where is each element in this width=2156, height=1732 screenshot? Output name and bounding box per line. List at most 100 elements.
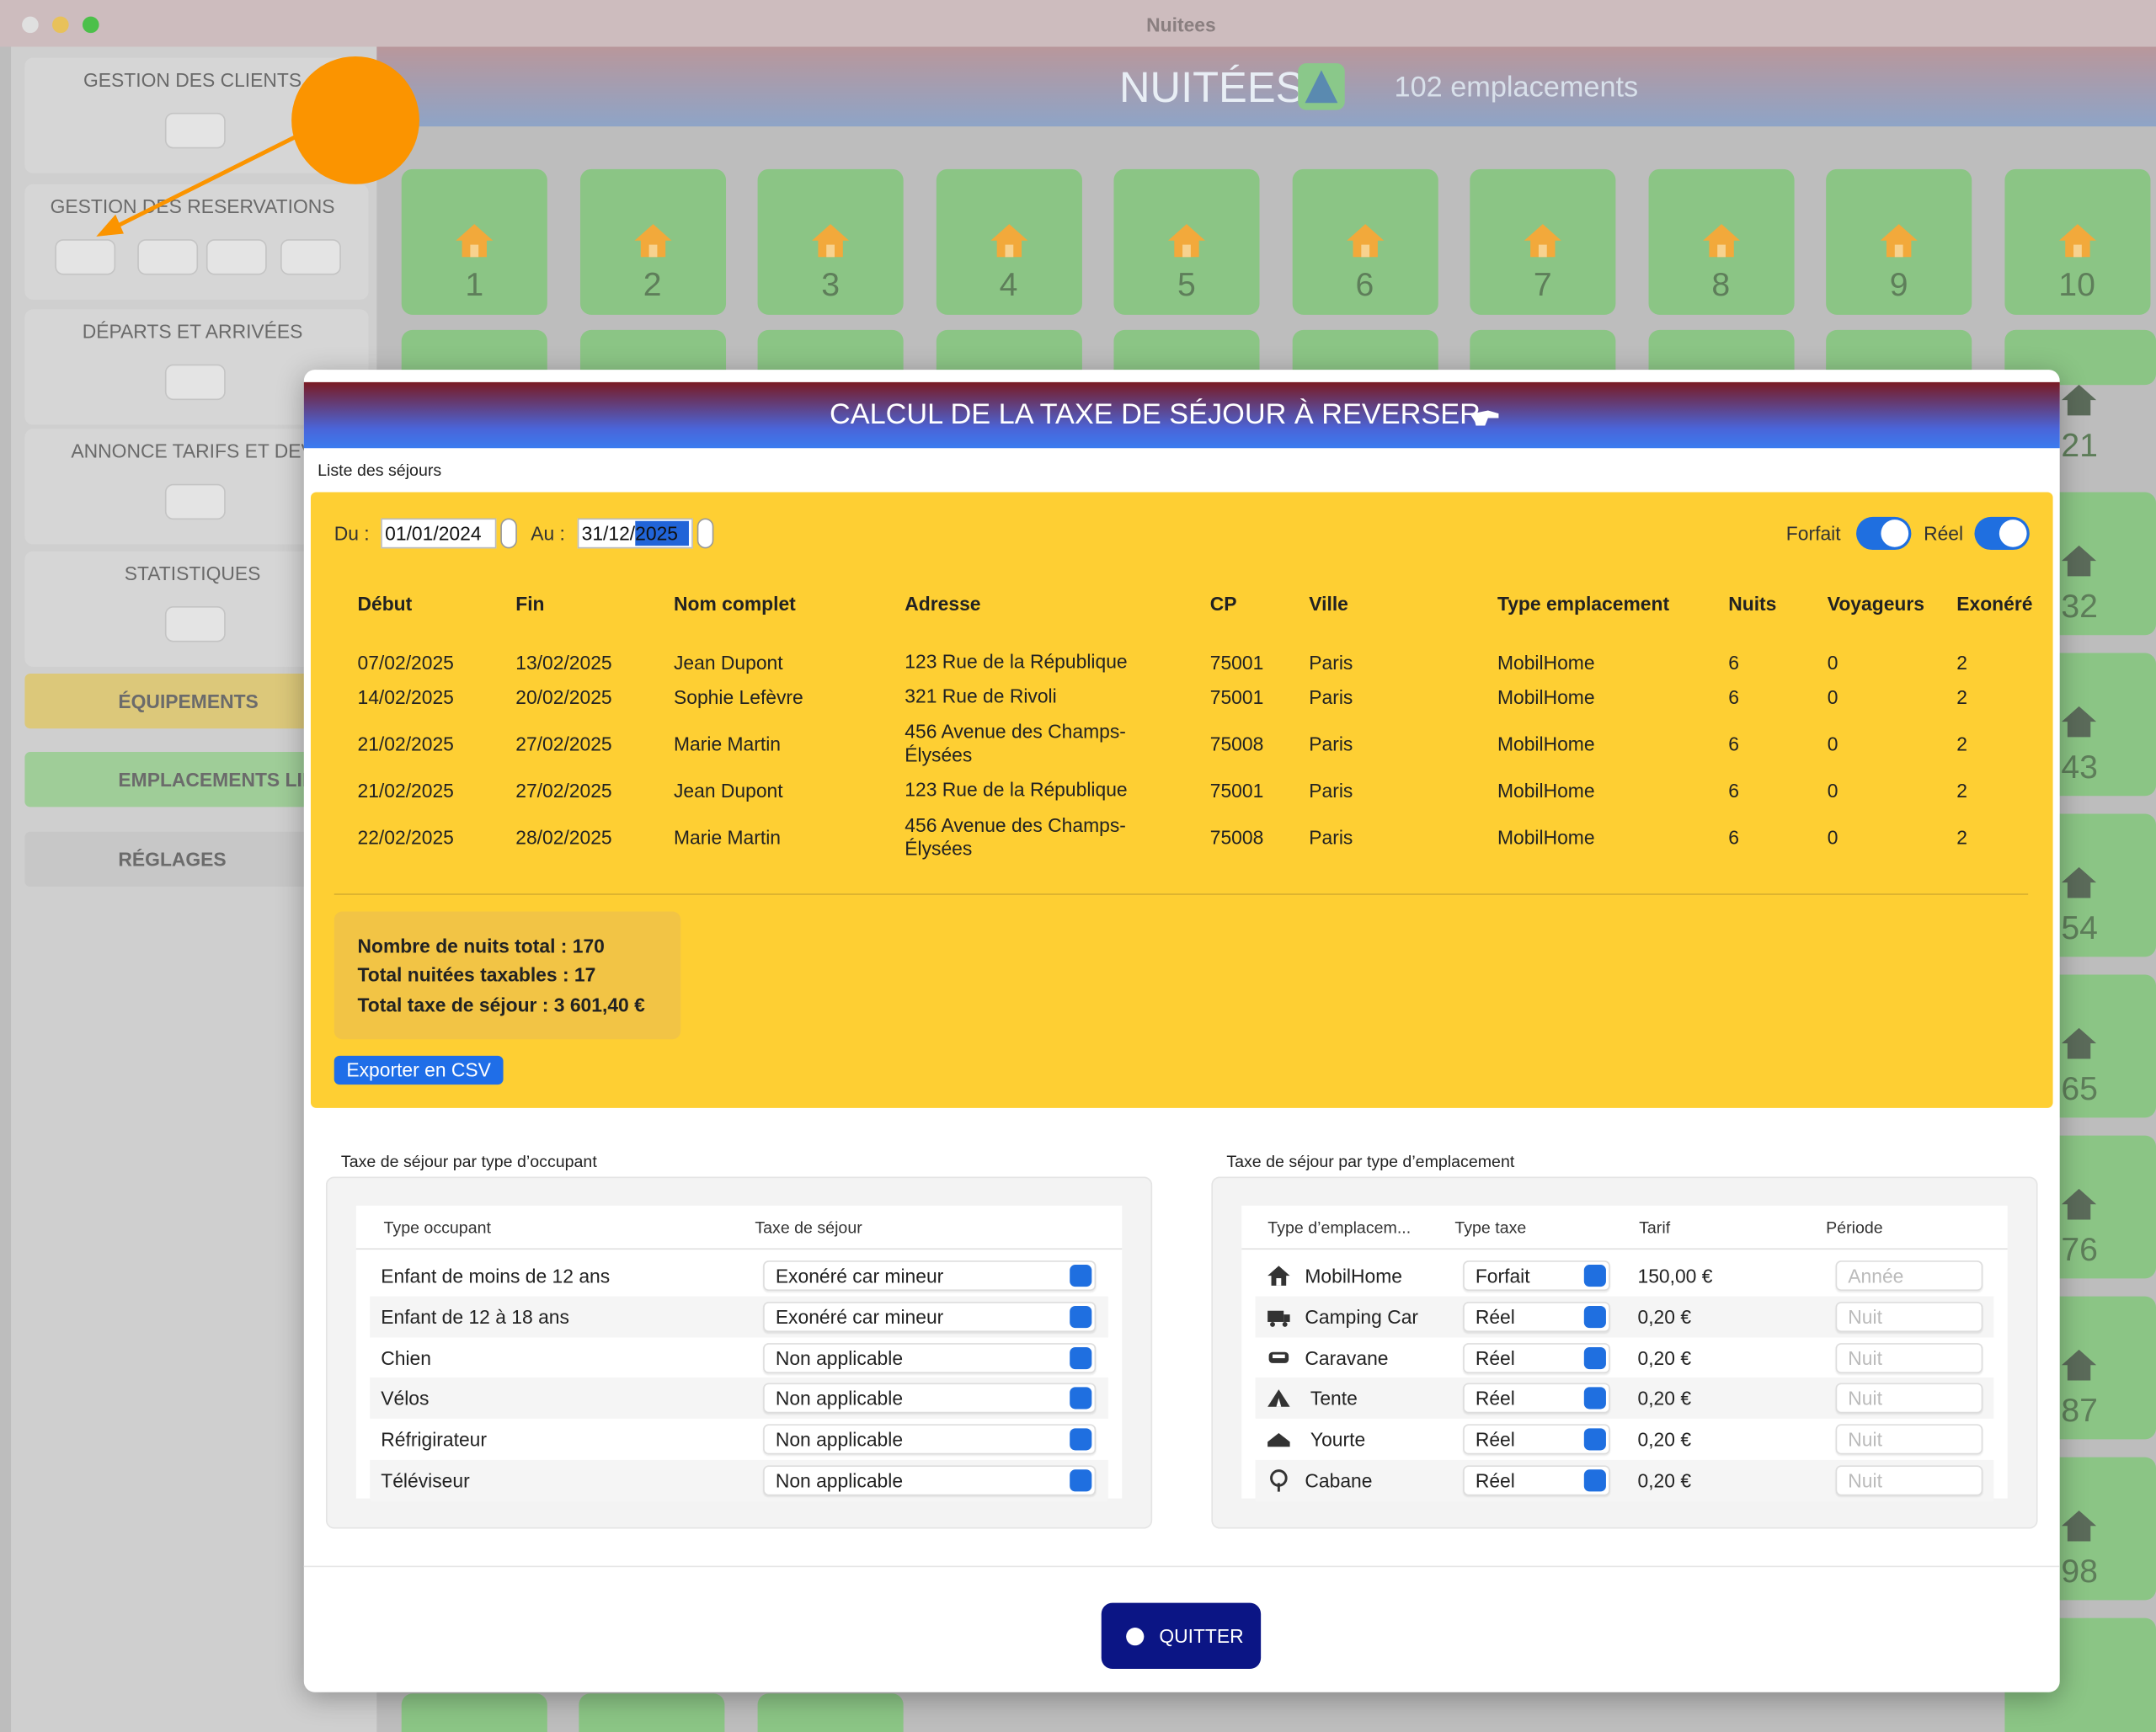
select-arrow[interactable]	[1583, 1346, 1606, 1369]
occupant-type: Réfrigirateur	[381, 1428, 488, 1451]
select[interactable]	[763, 1383, 1097, 1415]
select-arrow	[1956, 1306, 1978, 1328]
site-tile[interactable]	[757, 1693, 904, 1732]
site-number[interactable]: 98	[2061, 1553, 2098, 1591]
site-number[interactable]: 1	[465, 266, 484, 304]
select-value[interactable]: Non applicable	[775, 1387, 904, 1410]
window-dot[interactable]	[52, 16, 69, 34]
date-field[interactable]	[381, 518, 497, 549]
site-number[interactable]: 2	[643, 266, 662, 304]
table-cell: 20/02/2025	[515, 685, 612, 708]
table-cell: 6	[1728, 733, 1739, 755]
export-button[interactable]	[334, 1055, 504, 1085]
pointing-hand-icon	[1465, 402, 1504, 432]
site-number[interactable]: 4	[999, 266, 1018, 304]
date-value[interactable]: 31/12/2025	[581, 522, 679, 545]
select[interactable]	[763, 1301, 1097, 1332]
select-value[interactable]: Exonéré car mineur	[775, 1265, 944, 1287]
sidebar-icon-button[interactable]	[164, 605, 226, 642]
select[interactable]	[763, 1260, 1097, 1292]
sidebar-icon-button[interactable]	[205, 239, 267, 275]
site-tile[interactable]	[579, 1693, 725, 1732]
sidebar-icon-button[interactable]	[164, 112, 226, 149]
toggle[interactable]	[1974, 516, 2030, 551]
site-number[interactable]: 65	[2061, 1070, 2098, 1108]
quit-label[interactable]: QUITTER	[1159, 1624, 1244, 1647]
site-number[interactable]: 10	[2058, 266, 2095, 304]
select-value[interactable]: Non applicable	[775, 1346, 904, 1369]
column-header: CP	[1209, 592, 1237, 615]
select-arrow[interactable]	[1583, 1428, 1606, 1451]
select-value[interactable]: Réel	[1475, 1346, 1515, 1369]
sidebar-icon-button[interactable]	[164, 364, 226, 401]
select-value[interactable]: Réel	[1475, 1387, 1515, 1410]
select[interactable]	[763, 1342, 1097, 1373]
sidebar-label[interactable]: DÉPARTS ET ARRIVÉES	[82, 320, 303, 343]
site-type: Tente	[1310, 1387, 1358, 1410]
site-number[interactable]: 3	[821, 266, 841, 304]
select-value[interactable]: Non applicable	[775, 1469, 904, 1492]
select-arrow[interactable]	[1070, 1346, 1092, 1369]
toggle[interactable]	[1856, 516, 1912, 551]
select-value[interactable]: Réel	[1475, 1305, 1515, 1328]
site-type-icon	[1265, 1346, 1293, 1370]
sidebar-button-label[interactable]: EMPLACEMENTS LIBR	[118, 768, 330, 791]
site-number[interactable]: 9	[1889, 266, 1908, 304]
site-number[interactable]: 87	[2061, 1392, 2098, 1430]
select-value[interactable]: Réel	[1475, 1428, 1515, 1451]
sidebar-icon-button[interactable]	[55, 239, 116, 275]
column-header: Ville	[1309, 592, 1348, 615]
select-arrow[interactable]	[1583, 1387, 1606, 1410]
export-button-label[interactable]: Exporter en CSV	[346, 1058, 491, 1081]
select-value[interactable]: Exonéré car mineur	[775, 1305, 944, 1328]
select-arrow[interactable]	[1583, 1469, 1606, 1492]
site-number[interactable]: 6	[1355, 266, 1374, 304]
site-number[interactable]: 21	[2061, 427, 2098, 465]
site-type: Yourte	[1310, 1428, 1366, 1451]
site-number[interactable]: 5	[1177, 266, 1196, 304]
sidebar-label[interactable]: GESTION DES RESERVATIONS	[50, 195, 335, 217]
select-arrow[interactable]	[1070, 1305, 1092, 1328]
select[interactable]	[763, 1424, 1097, 1455]
stepper[interactable]	[500, 518, 517, 549]
sidebar-button-label[interactable]: RÉGLAGES	[118, 848, 227, 871]
select-arrow[interactable]	[1070, 1428, 1092, 1451]
select-value[interactable]: Forfait	[1475, 1265, 1530, 1287]
tarif: 0,20 €	[1637, 1469, 1692, 1492]
site-number[interactable]: 76	[2061, 1231, 2098, 1269]
window-dot[interactable]	[82, 16, 99, 34]
occupant-type: Enfant de 12 à 18 ans	[381, 1305, 569, 1328]
select-arrow[interactable]	[1070, 1387, 1092, 1410]
table-cell: 0	[1827, 826, 1838, 849]
table-cell: 123 Rue de la République	[905, 650, 1128, 673]
sidebar-icon-button[interactable]	[280, 239, 341, 275]
toggle-knob	[1881, 520, 1909, 547]
stepper[interactable]	[696, 518, 714, 549]
quit-icon[interactable]	[1126, 1628, 1145, 1646]
sidebar-label[interactable]: GESTION DES CLIENTS	[83, 68, 302, 91]
select-arrow[interactable]	[1583, 1265, 1606, 1287]
column-header: Exonéré	[1956, 592, 2033, 615]
sidebar-label[interactable]: STATISTIQUES	[124, 562, 261, 584]
window-dot[interactable]	[22, 16, 39, 34]
date-value[interactable]: 01/01/2024	[385, 522, 482, 545]
site-number[interactable]: 43	[2061, 749, 2098, 786]
select-arrow[interactable]	[1583, 1305, 1606, 1328]
select-arrow[interactable]	[1070, 1469, 1092, 1492]
site-number[interactable]: 8	[1711, 266, 1731, 304]
site-number[interactable]: 7	[1533, 266, 1552, 304]
select[interactable]	[763, 1465, 1097, 1496]
select	[1835, 1342, 1983, 1373]
table-cell: Paris	[1309, 651, 1353, 674]
select-value[interactable]: Non applicable	[775, 1428, 904, 1451]
sidebar-icon-button[interactable]	[137, 239, 199, 275]
site-number[interactable]: 54	[2061, 909, 2098, 947]
site-tile[interactable]	[401, 1693, 547, 1732]
site-number[interactable]: 32	[2061, 588, 2098, 626]
select-value[interactable]: Réel	[1475, 1469, 1515, 1492]
sidebar-label[interactable]: ANNONCE TARIFS ET DEV	[71, 440, 314, 462]
sidebar-icon-button[interactable]	[164, 483, 226, 520]
site-icon	[632, 220, 673, 261]
select-arrow[interactable]	[1070, 1265, 1092, 1287]
sidebar-button-label[interactable]: ÉQUIPEMENTS	[118, 690, 259, 712]
